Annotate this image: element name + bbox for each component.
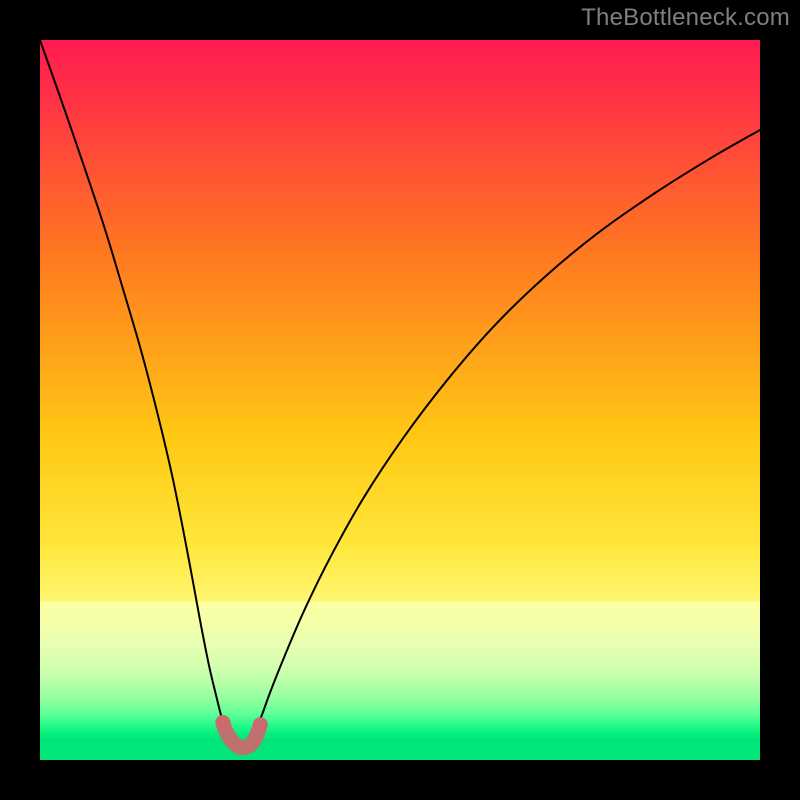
valley-cap-right [253,717,268,732]
gradient-band [40,602,760,743]
watermark-text: TheBottleneck.com [581,4,790,32]
gradient-main [40,40,760,603]
gradient-bottom-strip [40,742,760,760]
chart-svg [0,0,800,800]
valley-cap-left [215,715,230,730]
chart-container: TheBottleneck.com [0,0,800,800]
